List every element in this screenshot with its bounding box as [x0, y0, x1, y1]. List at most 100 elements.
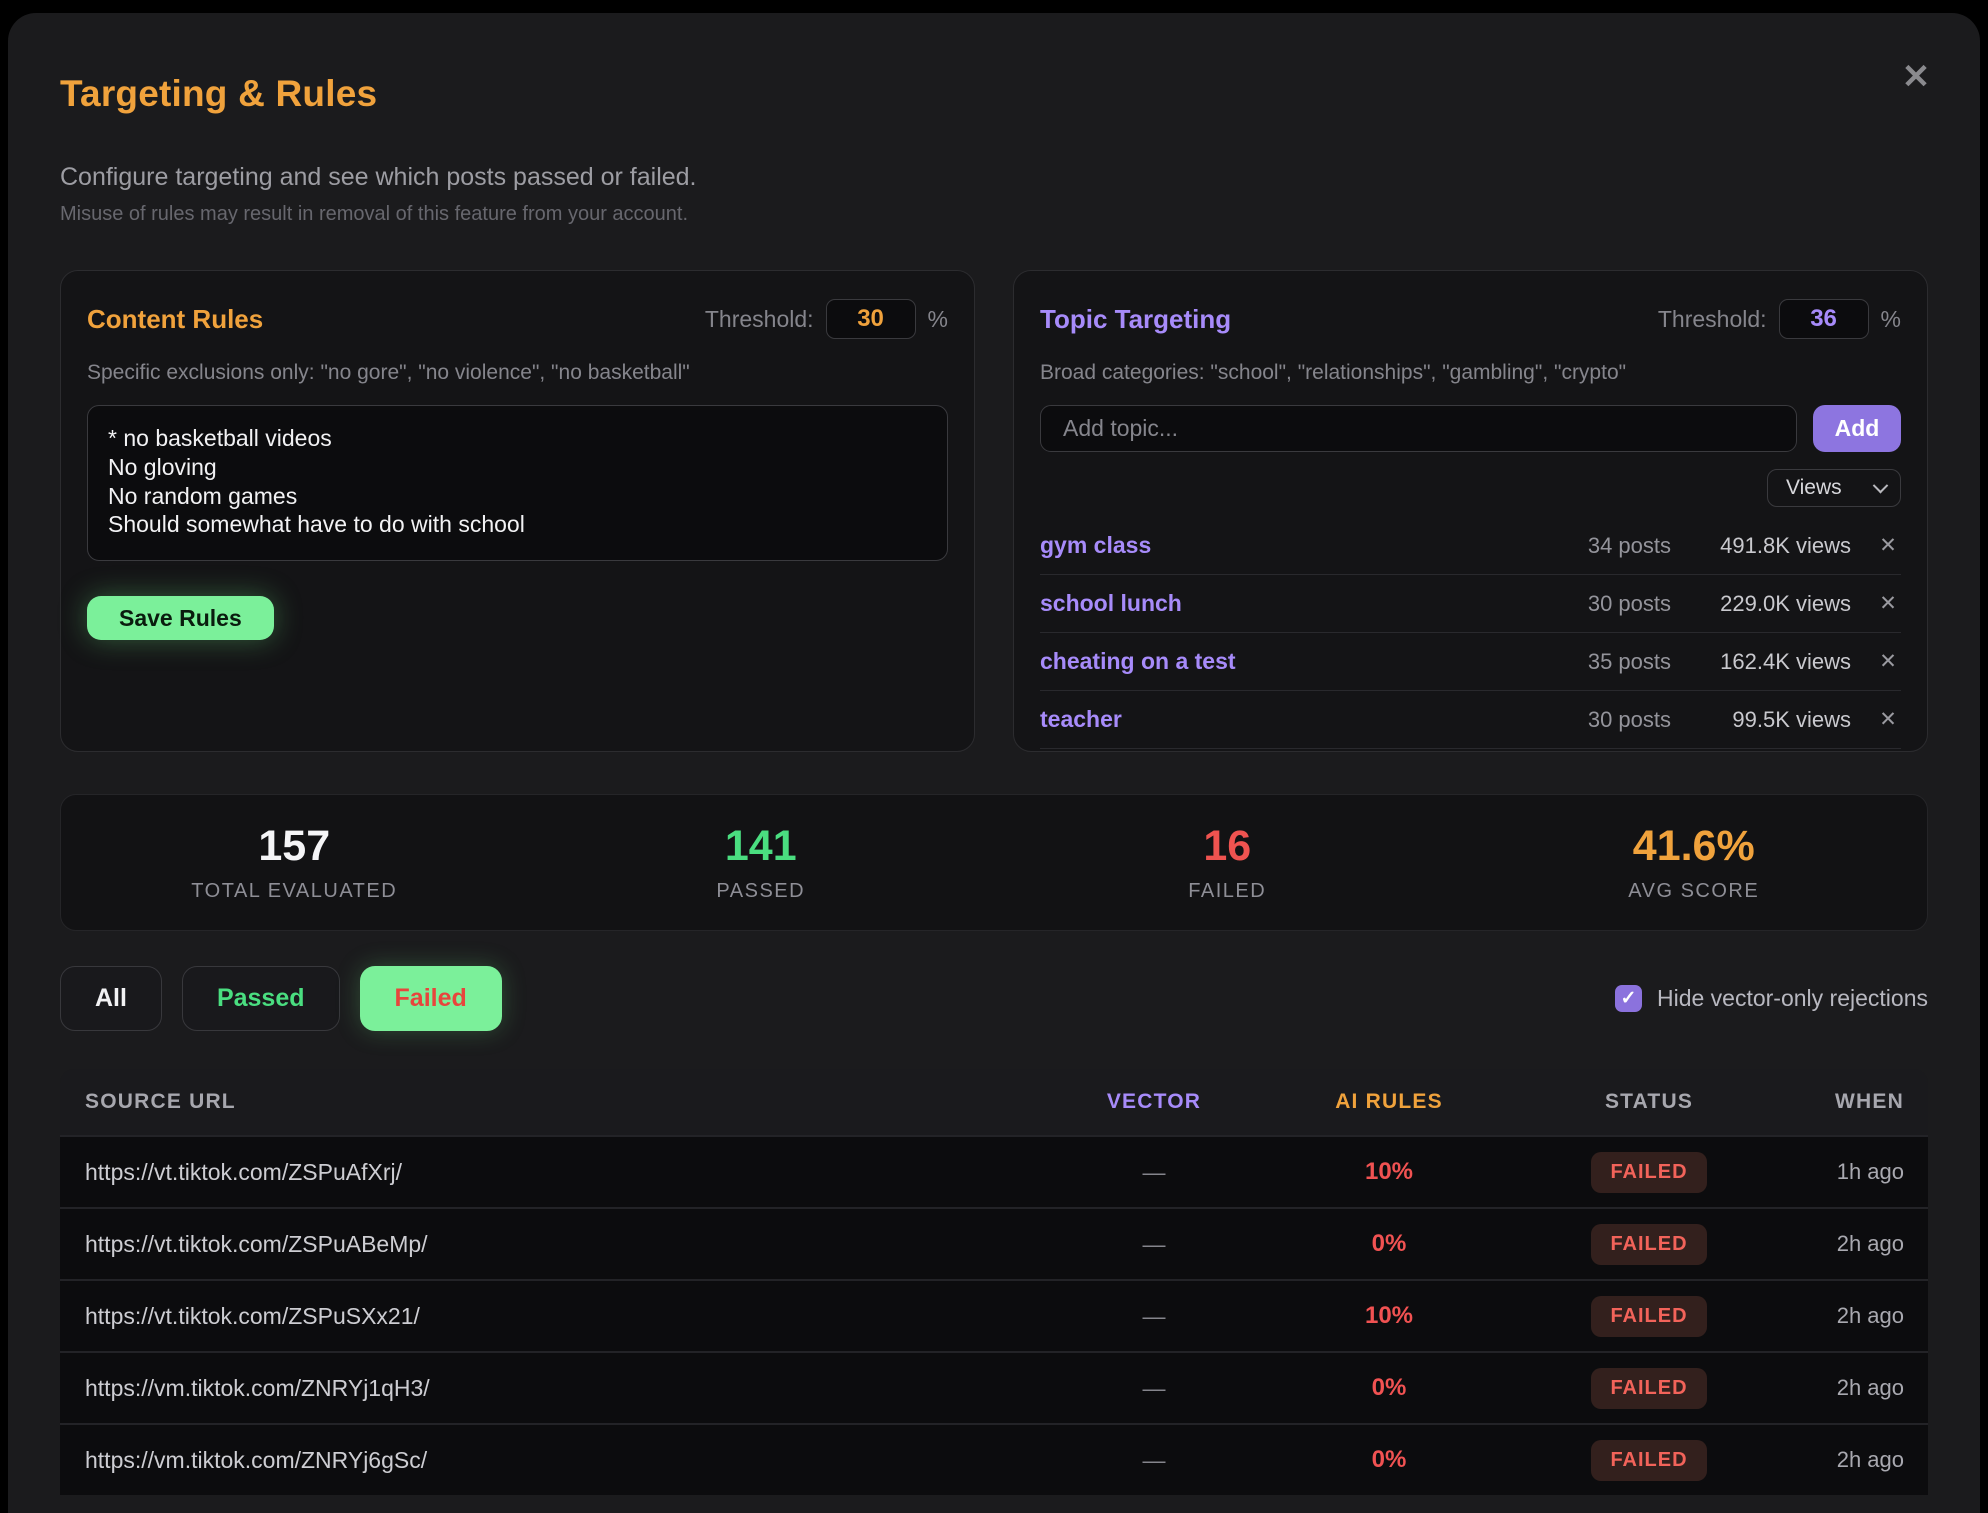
modal-subtitle: Configure targeting and see which posts …	[60, 163, 697, 191]
status-badge: FAILED	[1591, 1223, 1707, 1265]
status-badge: FAILED	[1591, 1367, 1707, 1409]
topic-name[interactable]: gym class	[1040, 532, 1152, 558]
topic-targeting-title: Topic Targeting	[1040, 303, 1232, 334]
row-vector: —	[1142, 1302, 1166, 1329]
row-status: FAILED	[1534, 1367, 1764, 1409]
targeting-rules-modal: ✕ Targeting & Rules Configure targeting …	[8, 13, 1980, 1513]
topic-threshold-label: Threshold:	[1657, 305, 1767, 332]
status-badge: FAILED	[1591, 1295, 1707, 1337]
filter-passed-button[interactable]: Passed	[181, 966, 340, 1031]
content-threshold-unit: %	[927, 305, 948, 332]
stats-panel: 157 TOTAL EVALUATED 141 PASSED 16 FAILED…	[60, 794, 1928, 931]
topic-threshold-input[interactable]	[1778, 299, 1869, 339]
col-ai-rules: AI RULES	[1335, 1090, 1443, 1113]
stat-passed: 141 PASSED	[528, 822, 995, 903]
content-rules-hint: Specific exclusions only: "no gore", "no…	[87, 361, 690, 384]
table-row[interactable]: https://vt.tiktok.com/ZSPuSXx21/ — 10% F…	[60, 1279, 1928, 1351]
stat-value: 157	[258, 822, 331, 870]
row-url[interactable]: https://vt.tiktok.com/ZSPuABeMp/	[85, 1230, 428, 1257]
chevron-down-icon	[1872, 477, 1889, 493]
content-threshold-input[interactable]	[825, 299, 916, 339]
close-icon[interactable]: ✕	[1894, 55, 1938, 99]
col-source-url: SOURCE URL	[85, 1090, 236, 1113]
stat-label: FAILED	[1188, 880, 1267, 902]
topic-posts: 30 posts	[1587, 590, 1671, 616]
topic-posts: 34 posts	[1587, 532, 1671, 558]
stat-avg-score: 41.6% AVG SCORE	[1461, 822, 1928, 903]
topic-threshold-unit: %	[1880, 305, 1901, 332]
results-table: SOURCE URL VECTOR AI RULES STATUS WHEN h…	[60, 1069, 1928, 1495]
add-topic-button[interactable]: Add	[1813, 405, 1901, 452]
page-title: Targeting & Rules	[60, 73, 378, 114]
hide-vector-only-checkbox[interactable]: ✓ Hide vector-only rejections	[1614, 985, 1928, 1012]
row-when: 2h ago	[1836, 1303, 1904, 1328]
row-status: FAILED	[1534, 1439, 1764, 1481]
row-url[interactable]: https://vm.tiktok.com/ZNRYj1qH3/	[85, 1374, 430, 1401]
row-url[interactable]: https://vt.tiktok.com/ZSPuAfXrj/	[85, 1158, 402, 1185]
topic-name[interactable]: school lunch	[1040, 590, 1182, 616]
table-header: SOURCE URL VECTOR AI RULES STATUS WHEN	[60, 1069, 1928, 1135]
stat-label: PASSED	[716, 880, 806, 902]
status-badge: FAILED	[1591, 1151, 1707, 1193]
remove-topic-icon[interactable]: ✕	[1875, 707, 1901, 732]
row-vector: —	[1142, 1446, 1166, 1473]
row-when: 2h ago	[1836, 1231, 1904, 1256]
table-row[interactable]: https://vm.tiktok.com/ZNRYj1qH3/ — 0% FA…	[60, 1351, 1928, 1423]
remove-topic-icon[interactable]: ✕	[1875, 649, 1901, 674]
topic-views: 162.4K views	[1720, 648, 1851, 674]
topic-posts: 30 posts	[1587, 706, 1671, 732]
filter-row: All Passed Failed ✓ Hide vector-only rej…	[60, 966, 1928, 1031]
topic-name[interactable]: cheating on a test	[1040, 648, 1236, 674]
remove-topic-icon[interactable]: ✕	[1875, 533, 1901, 558]
rules-textarea[interactable]: * no basketball videos No gloving No ran…	[87, 405, 948, 561]
row-status: FAILED	[1534, 1151, 1764, 1193]
row-url[interactable]: https://vt.tiktok.com/ZSPuSXx21/	[85, 1302, 420, 1329]
hide-vector-only-label: Hide vector-only rejections	[1656, 985, 1928, 1011]
topic-targeting-hint: Broad categories: "school", "relationshi…	[1040, 361, 1627, 384]
filter-all-button[interactable]: All	[60, 966, 162, 1031]
content-rules-panel: Content Rules Threshold: % Specific excl…	[60, 270, 975, 752]
col-status: STATUS	[1604, 1090, 1694, 1113]
row-ai-rules: 10%	[1364, 1158, 1414, 1185]
row-vector: —	[1142, 1158, 1166, 1185]
topic-list: gym class 34 posts 491.8K views ✕ school…	[1040, 517, 1901, 749]
row-ai-rules: 10%	[1364, 1302, 1414, 1329]
content-threshold-label: Threshold:	[704, 305, 814, 332]
panels-row: Content Rules Threshold: % Specific excl…	[60, 270, 1928, 752]
modal-warning: Misuse of rules may result in removal of…	[60, 203, 689, 225]
topic-row: school lunch 30 posts 229.0K views ✕	[1040, 575, 1901, 633]
row-ai-rules: 0%	[1371, 1374, 1407, 1401]
checkbox-check-icon[interactable]: ✓	[1614, 985, 1642, 1012]
stat-value: 16	[1203, 822, 1252, 870]
topic-name[interactable]: teacher	[1040, 706, 1122, 732]
row-url[interactable]: https://vm.tiktok.com/ZNRYj6gSc/	[85, 1446, 428, 1473]
add-topic-input[interactable]	[1040, 405, 1797, 452]
col-vector: VECTOR	[1106, 1090, 1202, 1113]
table-row[interactable]: https://vm.tiktok.com/ZNRYj6gSc/ — 0% FA…	[60, 1423, 1928, 1495]
status-badge: FAILED	[1591, 1439, 1707, 1481]
content-rules-title: Content Rules	[87, 303, 264, 334]
topic-row: cheating on a test 35 posts 162.4K views…	[1040, 633, 1901, 691]
remove-topic-icon[interactable]: ✕	[1875, 591, 1901, 616]
sort-views-value: Views	[1786, 476, 1842, 499]
row-when: 2h ago	[1836, 1375, 1904, 1400]
topic-views: 491.8K views	[1720, 532, 1851, 558]
row-vector: —	[1142, 1230, 1166, 1257]
table-row[interactable]: https://vt.tiktok.com/ZSPuAfXrj/ — 10% F…	[60, 1135, 1928, 1207]
row-ai-rules: 0%	[1371, 1446, 1407, 1473]
row-when: 1h ago	[1836, 1159, 1904, 1184]
stat-label: AVG SCORE	[1628, 880, 1760, 902]
stat-total-evaluated: 157 TOTAL EVALUATED	[61, 822, 528, 903]
sort-views-dropdown[interactable]: Views	[1767, 469, 1901, 507]
stat-value: 41.6%	[1632, 822, 1755, 870]
topic-posts: 35 posts	[1587, 648, 1671, 674]
row-when: 2h ago	[1836, 1447, 1904, 1472]
topic-views: 99.5K views	[1732, 706, 1851, 732]
save-rules-button[interactable]: Save Rules	[87, 596, 274, 640]
filter-failed-button[interactable]: Failed	[359, 966, 502, 1031]
row-status: FAILED	[1534, 1223, 1764, 1265]
stat-value: 141	[724, 822, 797, 870]
topic-row: teacher 30 posts 99.5K views ✕	[1040, 691, 1901, 749]
table-row[interactable]: https://vt.tiktok.com/ZSPuABeMp/ — 0% FA…	[60, 1207, 1928, 1279]
topic-row: gym class 34 posts 491.8K views ✕	[1040, 517, 1901, 575]
